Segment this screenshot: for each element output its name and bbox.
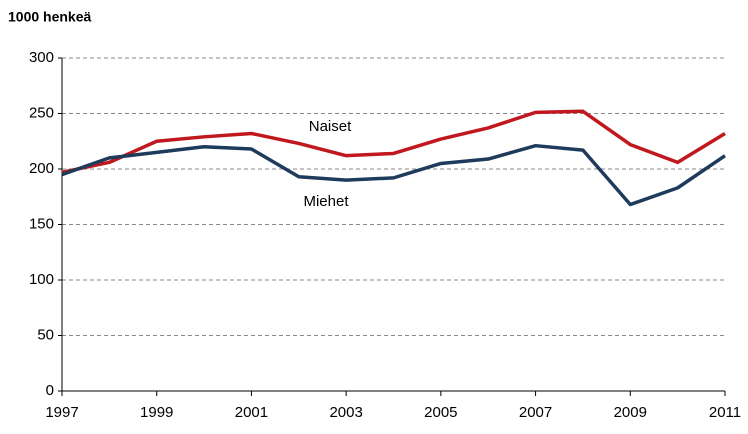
y-axis-label: 1000 henkeä bbox=[8, 9, 91, 25]
series-label: Naiset bbox=[309, 118, 352, 135]
y-tick-label: 150 bbox=[29, 215, 54, 232]
x-tick-label: 2001 bbox=[235, 404, 268, 421]
series-line bbox=[61, 143, 726, 207]
y-tick-label: 300 bbox=[29, 49, 54, 66]
y-tick-label: 200 bbox=[29, 160, 54, 177]
y-tick-label: 50 bbox=[37, 326, 54, 343]
series-label: Miehet bbox=[303, 193, 349, 210]
y-tick-label: 100 bbox=[29, 271, 54, 288]
x-tick-label: 2011 bbox=[709, 404, 741, 421]
y-tick-label: 250 bbox=[29, 104, 54, 121]
series-line bbox=[61, 109, 726, 175]
x-tick-label: 1997 bbox=[45, 404, 78, 421]
x-tick-label: 2003 bbox=[329, 404, 362, 421]
x-tick-label: 2005 bbox=[424, 404, 457, 421]
y-tick-label: 0 bbox=[46, 382, 54, 399]
x-tick-label: 1999 bbox=[140, 404, 173, 421]
x-tick-label: 2009 bbox=[614, 404, 647, 421]
x-tick-label: 2007 bbox=[519, 404, 552, 421]
